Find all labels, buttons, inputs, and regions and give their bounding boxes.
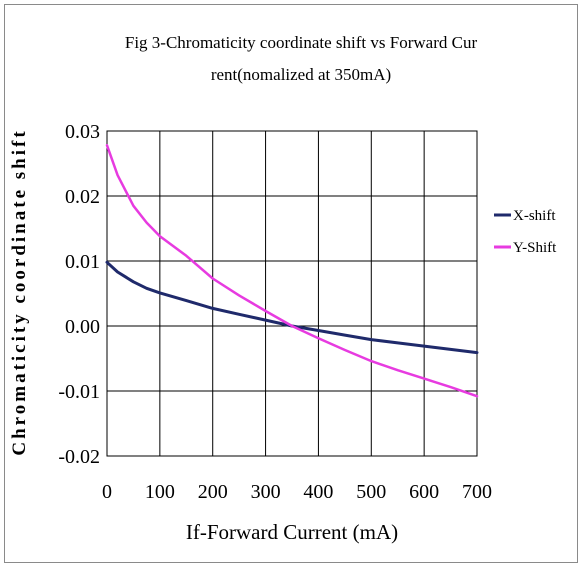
chart-title-line-2: rent(nomalized at 350mA) [211,65,391,84]
y-tick-label: 0.00 [65,316,100,338]
x-tick-label: 500 [356,481,386,503]
y-axis-title: Chromaticity coordinate shift [9,128,30,455]
y-tick-label: -0.02 [58,446,100,468]
x-tick-label: 300 [251,481,281,503]
legend: X-shift Y-Shift [494,208,557,256]
y-tick-labels: 0.03 0.02 0.01 0.00 -0.01 -0.02 [58,121,100,468]
x-tick-label: 0 [102,481,112,503]
gridlines [106,130,478,457]
plot-area [106,130,478,457]
series-line-y-shift [105,144,479,398]
y-tick-label: 0.02 [65,186,100,208]
y-tick-label: 0.01 [65,251,100,273]
chromaticity-shift-chart: Fig 3-Chromaticity coordinate shift vs F… [9,33,557,544]
chart-frame: Fig 3-Chromaticity coordinate shift vs F… [4,4,578,563]
x-axis-title: If-Forward Current (mA) [186,520,398,544]
chart-title-line-1: Fig 3-Chromaticity coordinate shift vs F… [125,33,478,52]
series-line-x-shift [105,260,479,355]
x-tick-label: 100 [145,481,175,503]
x-tick-labels: 0 100 200 300 400 500 600 700 [102,481,492,503]
x-tick-label: 600 [409,481,439,503]
series-layer [105,144,479,398]
x-tick-label: 200 [198,481,228,503]
y-tick-label: -0.01 [58,381,100,403]
y-tick-label: 0.03 [65,121,100,143]
x-tick-label: 400 [303,481,333,503]
legend-label-y-shift: Y-Shift [513,240,557,256]
x-tick-label: 700 [462,481,492,503]
legend-label-x-shift: X-shift [513,208,556,224]
chart-title: Fig 3-Chromaticity coordinate shift vs F… [125,33,478,84]
